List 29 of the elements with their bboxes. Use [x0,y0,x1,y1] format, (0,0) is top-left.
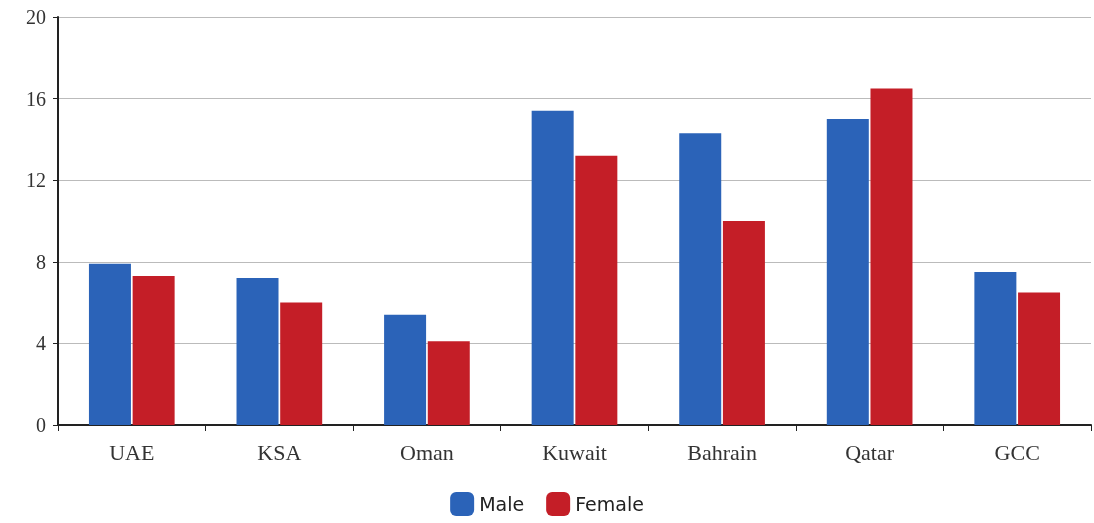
x-tick-label: Bahrain [687,439,757,465]
bar [236,278,279,425]
y-tick-label: 8 [36,250,46,273]
x-tick-label: KSA [257,439,302,465]
bar [132,276,175,425]
bar [974,272,1017,425]
x-tick-label: GCC [994,439,1040,465]
x-tick-label: Qatar [845,439,895,465]
bar [384,314,427,425]
bar [575,155,618,425]
bar [826,119,869,425]
bar [280,302,323,425]
bar [427,341,470,425]
legend-label: Female [575,493,644,515]
bar [870,88,913,425]
y-tick-label: 16 [26,87,46,110]
y-tick-label: 12 [26,169,46,192]
y-tick-label: 0 [36,414,46,436]
bar [531,110,574,425]
bar [88,263,131,425]
x-tick-label: UAE [109,439,155,465]
bar [722,221,765,425]
legend-label: Male [479,493,525,515]
bar [679,133,722,425]
bar [1018,292,1061,425]
x-tick-label: Oman [400,439,454,465]
y-tick-label: 20 [26,6,46,28]
y-tick-label: 4 [36,332,46,355]
x-tick-label: Kuwait [542,439,607,465]
